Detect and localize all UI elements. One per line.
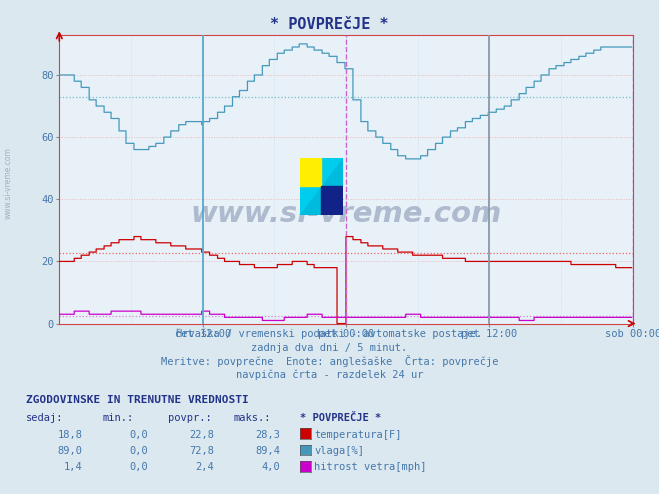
- Text: ZGODOVINSKE IN TRENUTNE VREDNOSTI: ZGODOVINSKE IN TRENUTNE VREDNOSTI: [26, 395, 249, 405]
- Text: maks.:: maks.:: [234, 413, 272, 423]
- Text: hitrost vetra[mph]: hitrost vetra[mph]: [314, 462, 427, 472]
- Text: Meritve: povprečne  Enote: anglešaške  Črta: povprečje: Meritve: povprečne Enote: anglešaške Črt…: [161, 355, 498, 367]
- Text: 22,8: 22,8: [189, 430, 214, 440]
- Bar: [300, 158, 322, 187]
- Bar: [300, 158, 322, 187]
- Text: 72,8: 72,8: [189, 446, 214, 456]
- Polygon shape: [300, 158, 343, 215]
- Text: temperatura[F]: temperatura[F]: [314, 430, 402, 440]
- Text: 89,0: 89,0: [57, 446, 82, 456]
- Text: 0,0: 0,0: [130, 446, 148, 456]
- Text: navpična črta - razdelek 24 ur: navpična črta - razdelek 24 ur: [236, 370, 423, 380]
- Text: * POVPREčJE *: * POVPREčJE *: [270, 17, 389, 32]
- Text: 89,4: 89,4: [255, 446, 280, 456]
- Text: www.si-vreme.com: www.si-vreme.com: [190, 200, 501, 228]
- Text: min.:: min.:: [102, 413, 133, 423]
- Text: * POVPREČJE *: * POVPREČJE *: [300, 413, 381, 423]
- Bar: [322, 187, 343, 215]
- Text: www.si-vreme.com: www.si-vreme.com: [3, 147, 13, 219]
- Bar: [322, 187, 343, 215]
- Text: zadnja dva dni / 5 minut.: zadnja dva dni / 5 minut.: [251, 343, 408, 353]
- Text: vlaga[%]: vlaga[%]: [314, 446, 364, 456]
- Bar: [300, 158, 322, 187]
- Text: 2,4: 2,4: [196, 462, 214, 472]
- Text: Hrvaška / vremenski podatki - avtomatske postaje.: Hrvaška / vremenski podatki - avtomatske…: [177, 329, 482, 339]
- Text: 18,8: 18,8: [57, 430, 82, 440]
- Text: 0,0: 0,0: [130, 462, 148, 472]
- Text: povpr.:: povpr.:: [168, 413, 212, 423]
- Text: 1,4: 1,4: [64, 462, 82, 472]
- Polygon shape: [300, 158, 343, 215]
- Text: 28,3: 28,3: [255, 430, 280, 440]
- Text: sedaj:: sedaj:: [26, 413, 64, 423]
- Text: 4,0: 4,0: [262, 462, 280, 472]
- Bar: [322, 187, 343, 215]
- Text: 0,0: 0,0: [130, 430, 148, 440]
- Polygon shape: [300, 158, 343, 215]
